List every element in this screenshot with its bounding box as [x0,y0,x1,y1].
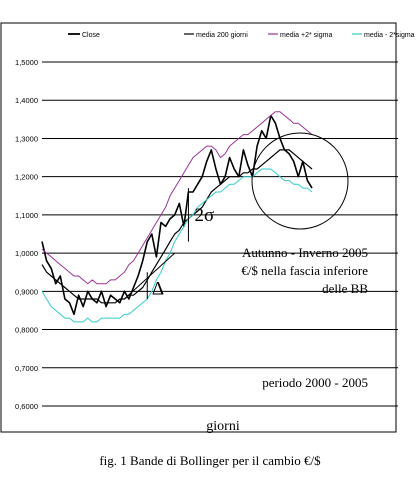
sigma-label: 2σ [194,205,214,226]
series-line [41,168,313,323]
series-lines [41,111,313,323]
y-tick-label: 0,7000 [15,364,38,373]
highlight-circle [251,132,349,230]
series-line [41,149,313,304]
legend-label: media +2* sigma [280,32,332,39]
legend-label: media - 2*sigma [364,32,415,39]
y-tick-label: 1,4000 [15,96,38,105]
annotation-line-1: Autunno - Inverno 2005 [242,245,368,260]
y-tick-label: 1,0000 [15,249,38,258]
legend-label: Close [82,32,100,39]
delta-label: Δ [152,279,164,300]
y-tick-label: 1,3000 [15,134,38,143]
annotation-line-3: delle BB [322,281,368,296]
y-tick-label: 0,6000 [15,402,38,411]
chart-frame [0,22,397,433]
y-tick-label: 0,8000 [15,326,38,335]
annotation-line-2: €/$ nella fascia inferiore [241,263,368,278]
y-tick-label: 1,1000 [15,211,38,220]
y-tick-label: 1,2000 [15,173,38,182]
y-axis: 0,6000 0,7000 0,8000 0,9000 1,0000 1,1000 1,20… [15,58,38,411]
period-label: periodo 2000 - 2005 [262,375,368,390]
y-tick-label: 0,9000 [15,287,38,296]
bollinger-annotations: 2σ Δ Autunno - Inverno 2005 €/$ nella fa… [124,132,368,390]
delta-marker-line [124,252,176,300]
figure-caption: fig. 1 Bande di Bollinger per il cambio … [99,453,321,468]
y-tick-label: 1,5000 [15,58,38,67]
legend: Close media 200 giorni media +2* sigma medi… [68,32,415,39]
legend-label: media 200 giorni [196,32,248,39]
series-line [41,111,313,285]
series-line [41,114,313,316]
x-axis-label: giorni [206,419,240,434]
